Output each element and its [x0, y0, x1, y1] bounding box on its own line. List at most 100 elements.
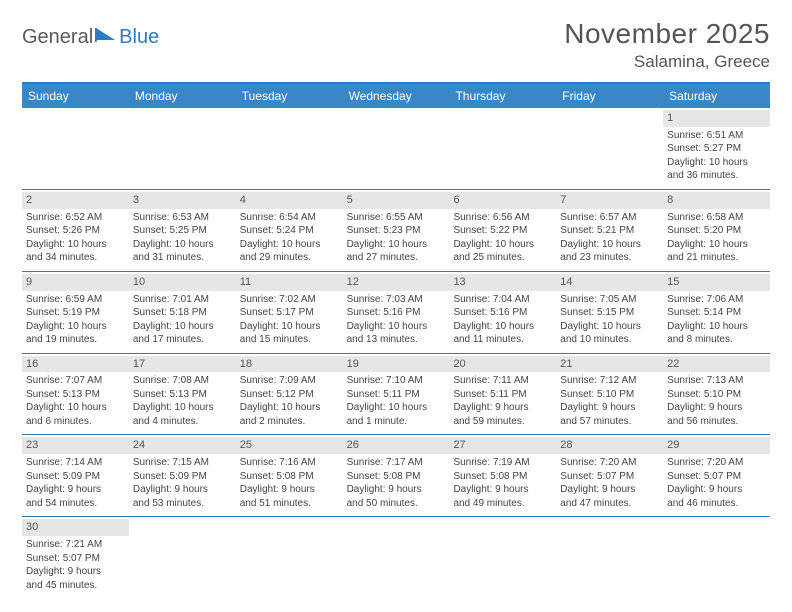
day-number: 5 [343, 192, 450, 209]
calendar-cell: 8Sunrise: 6:58 AMSunset: 5:20 PMDaylight… [663, 190, 770, 271]
week-row: 30 Sunrise: 7:21 AMSunset: 5:07 PMDayligh… [22, 517, 770, 598]
calendar-cell: 15 Sunrise: 7:06 AMSunset: 5:14 PMDayligh… [663, 272, 770, 353]
sunset-text: Sunset: 5:11 PM [453, 388, 552, 402]
daylight-text: Daylight: 10 hours [560, 238, 659, 252]
page-title: November 2025 [564, 18, 770, 50]
sunset-text: Sunset: 5:13 PM [133, 388, 232, 402]
daylight-text: and 6 minutes. [26, 415, 125, 429]
calendar-cell-empty [663, 517, 770, 598]
day-number: 19 [343, 356, 450, 373]
day-header-row: SundayMondayTuesdayWednesdayThursdayFrid… [22, 84, 770, 108]
daylight-text: Daylight: 10 hours [26, 320, 125, 334]
day-number: 30 [22, 519, 129, 536]
sunrise-text: Sunrise: 6:55 AM [347, 211, 446, 225]
sunrise-text: Sunrise: 7:04 AM [453, 293, 552, 307]
sunrise-text: Sunrise: 7:02 AM [240, 293, 339, 307]
daylight-text: Daylight: 9 hours [26, 483, 125, 497]
sunset-text: Sunset: 5:16 PM [453, 306, 552, 320]
calendar-cell: 9Sunrise: 6:59 AMSunset: 5:19 PMDaylight… [22, 272, 129, 353]
daylight-text: and 46 minutes. [667, 497, 766, 511]
sunrise-text: Sunrise: 6:56 AM [453, 211, 552, 225]
flag-icon [95, 26, 117, 49]
sunset-text: Sunset: 5:23 PM [347, 224, 446, 238]
calendar-cell: 12Sunrise: 7:03 AMSunset: 5:16 PMDayligh… [343, 272, 450, 353]
calendar-cell: 19Sunrise: 7:10 AMSunset: 5:11 PMDayligh… [343, 354, 450, 435]
daylight-text: Daylight: 10 hours [240, 238, 339, 252]
calendar-cell: 13Sunrise: 7:04 AMSunset: 5:16 PMDayligh… [449, 272, 556, 353]
day-number: 9 [22, 274, 129, 291]
sunset-text: Sunset: 5:09 PM [133, 470, 232, 484]
calendar: SundayMondayTuesdayWednesdayThursdayFrid… [22, 82, 770, 598]
day-header: Tuesday [236, 84, 343, 108]
sunset-text: Sunset: 5:15 PM [560, 306, 659, 320]
sunrise-text: Sunrise: 6:58 AM [667, 211, 766, 225]
day-number: 25 [236, 437, 343, 454]
sunrise-text: Sunrise: 7:20 AM [560, 456, 659, 470]
day-number: 10 [129, 274, 236, 291]
daylight-text: and 45 minutes. [26, 579, 125, 593]
sunset-text: Sunset: 5:25 PM [133, 224, 232, 238]
calendar-cell: 1Sunrise: 6:51 AMSunset: 5:27 PMDaylight… [663, 108, 770, 189]
sunset-text: Sunset: 5:16 PM [347, 306, 446, 320]
calendar-cell-empty [556, 517, 663, 598]
day-number: 28 [556, 437, 663, 454]
day-number: 14 [556, 274, 663, 291]
sunrise-text: Sunrise: 7:14 AM [26, 456, 125, 470]
daylight-text: and 25 minutes. [453, 251, 552, 265]
calendar-cell-empty [343, 108, 450, 189]
sunrise-text: Sunrise: 6:57 AM [560, 211, 659, 225]
week-row: 2Sunrise: 6:52 AMSunset: 5:26 PMDaylight… [22, 190, 770, 272]
daylight-text: Daylight: 10 hours [240, 320, 339, 334]
sunset-text: Sunset: 5:10 PM [560, 388, 659, 402]
daylight-text: and 51 minutes. [240, 497, 339, 511]
sunset-text: Sunset: 5:14 PM [667, 306, 766, 320]
calendar-cell: 6Sunrise: 6:56 AMSunset: 5:22 PMDaylight… [449, 190, 556, 271]
sunrise-text: Sunrise: 7:21 AM [26, 538, 125, 552]
sunset-text: Sunset: 5:18 PM [133, 306, 232, 320]
calendar-cell: 21Sunrise: 7:12 AMSunset: 5:10 PMDayligh… [556, 354, 663, 435]
sunrise-text: Sunrise: 7:06 AM [667, 293, 766, 307]
sunrise-text: Sunrise: 6:52 AM [26, 211, 125, 225]
daylight-text: and 15 minutes. [240, 333, 339, 347]
sunrise-text: Sunrise: 7:08 AM [133, 374, 232, 388]
sunrise-text: Sunrise: 7:09 AM [240, 374, 339, 388]
sunrise-text: Sunrise: 7:05 AM [560, 293, 659, 307]
day-number: 1 [663, 110, 770, 127]
day-number: 18 [236, 356, 343, 373]
sunset-text: Sunset: 5:24 PM [240, 224, 339, 238]
title-block: November 2025 Salamina, Greece [564, 18, 770, 72]
daylight-text: and 13 minutes. [347, 333, 446, 347]
day-header: Thursday [449, 84, 556, 108]
week-row: 16Sunrise: 7:07 AMSunset: 5:13 PMDayligh… [22, 354, 770, 436]
calendar-cell: 11Sunrise: 7:02 AMSunset: 5:17 PMDayligh… [236, 272, 343, 353]
calendar-cell-empty [449, 517, 556, 598]
day-number: 23 [22, 437, 129, 454]
daylight-text: Daylight: 10 hours [240, 401, 339, 415]
daylight-text: Daylight: 10 hours [453, 320, 552, 334]
logo: General Blue [22, 18, 159, 49]
day-number: 7 [556, 192, 663, 209]
sunset-text: Sunset: 5:07 PM [26, 552, 125, 566]
daylight-text: and 17 minutes. [133, 333, 232, 347]
sunset-text: Sunset: 5:12 PM [240, 388, 339, 402]
sunset-text: Sunset: 5:17 PM [240, 306, 339, 320]
daylight-text: and 34 minutes. [26, 251, 125, 265]
daylight-text: and 4 minutes. [133, 415, 232, 429]
calendar-cell: 23Sunrise: 7:14 AMSunset: 5:09 PMDayligh… [22, 435, 129, 516]
calendar-cell-empty [343, 517, 450, 598]
daylight-text: Daylight: 10 hours [667, 320, 766, 334]
day-number: 3 [129, 192, 236, 209]
calendar-cell: 10Sunrise: 7:01 AMSunset: 5:18 PMDayligh… [129, 272, 236, 353]
day-number: 2 [22, 192, 129, 209]
daylight-text: Daylight: 9 hours [26, 565, 125, 579]
sunrise-text: Sunrise: 7:11 AM [453, 374, 552, 388]
calendar-cell: 28Sunrise: 7:20 AMSunset: 5:07 PMDayligh… [556, 435, 663, 516]
daylight-text: Daylight: 10 hours [347, 238, 446, 252]
daylight-text: and 1 minute. [347, 415, 446, 429]
day-number: 26 [343, 437, 450, 454]
sunset-text: Sunset: 5:20 PM [667, 224, 766, 238]
day-number: 15 [663, 274, 770, 291]
daylight-text: Daylight: 9 hours [667, 483, 766, 497]
calendar-cell: 26Sunrise: 7:17 AMSunset: 5:08 PMDayligh… [343, 435, 450, 516]
sunrise-text: Sunrise: 7:12 AM [560, 374, 659, 388]
